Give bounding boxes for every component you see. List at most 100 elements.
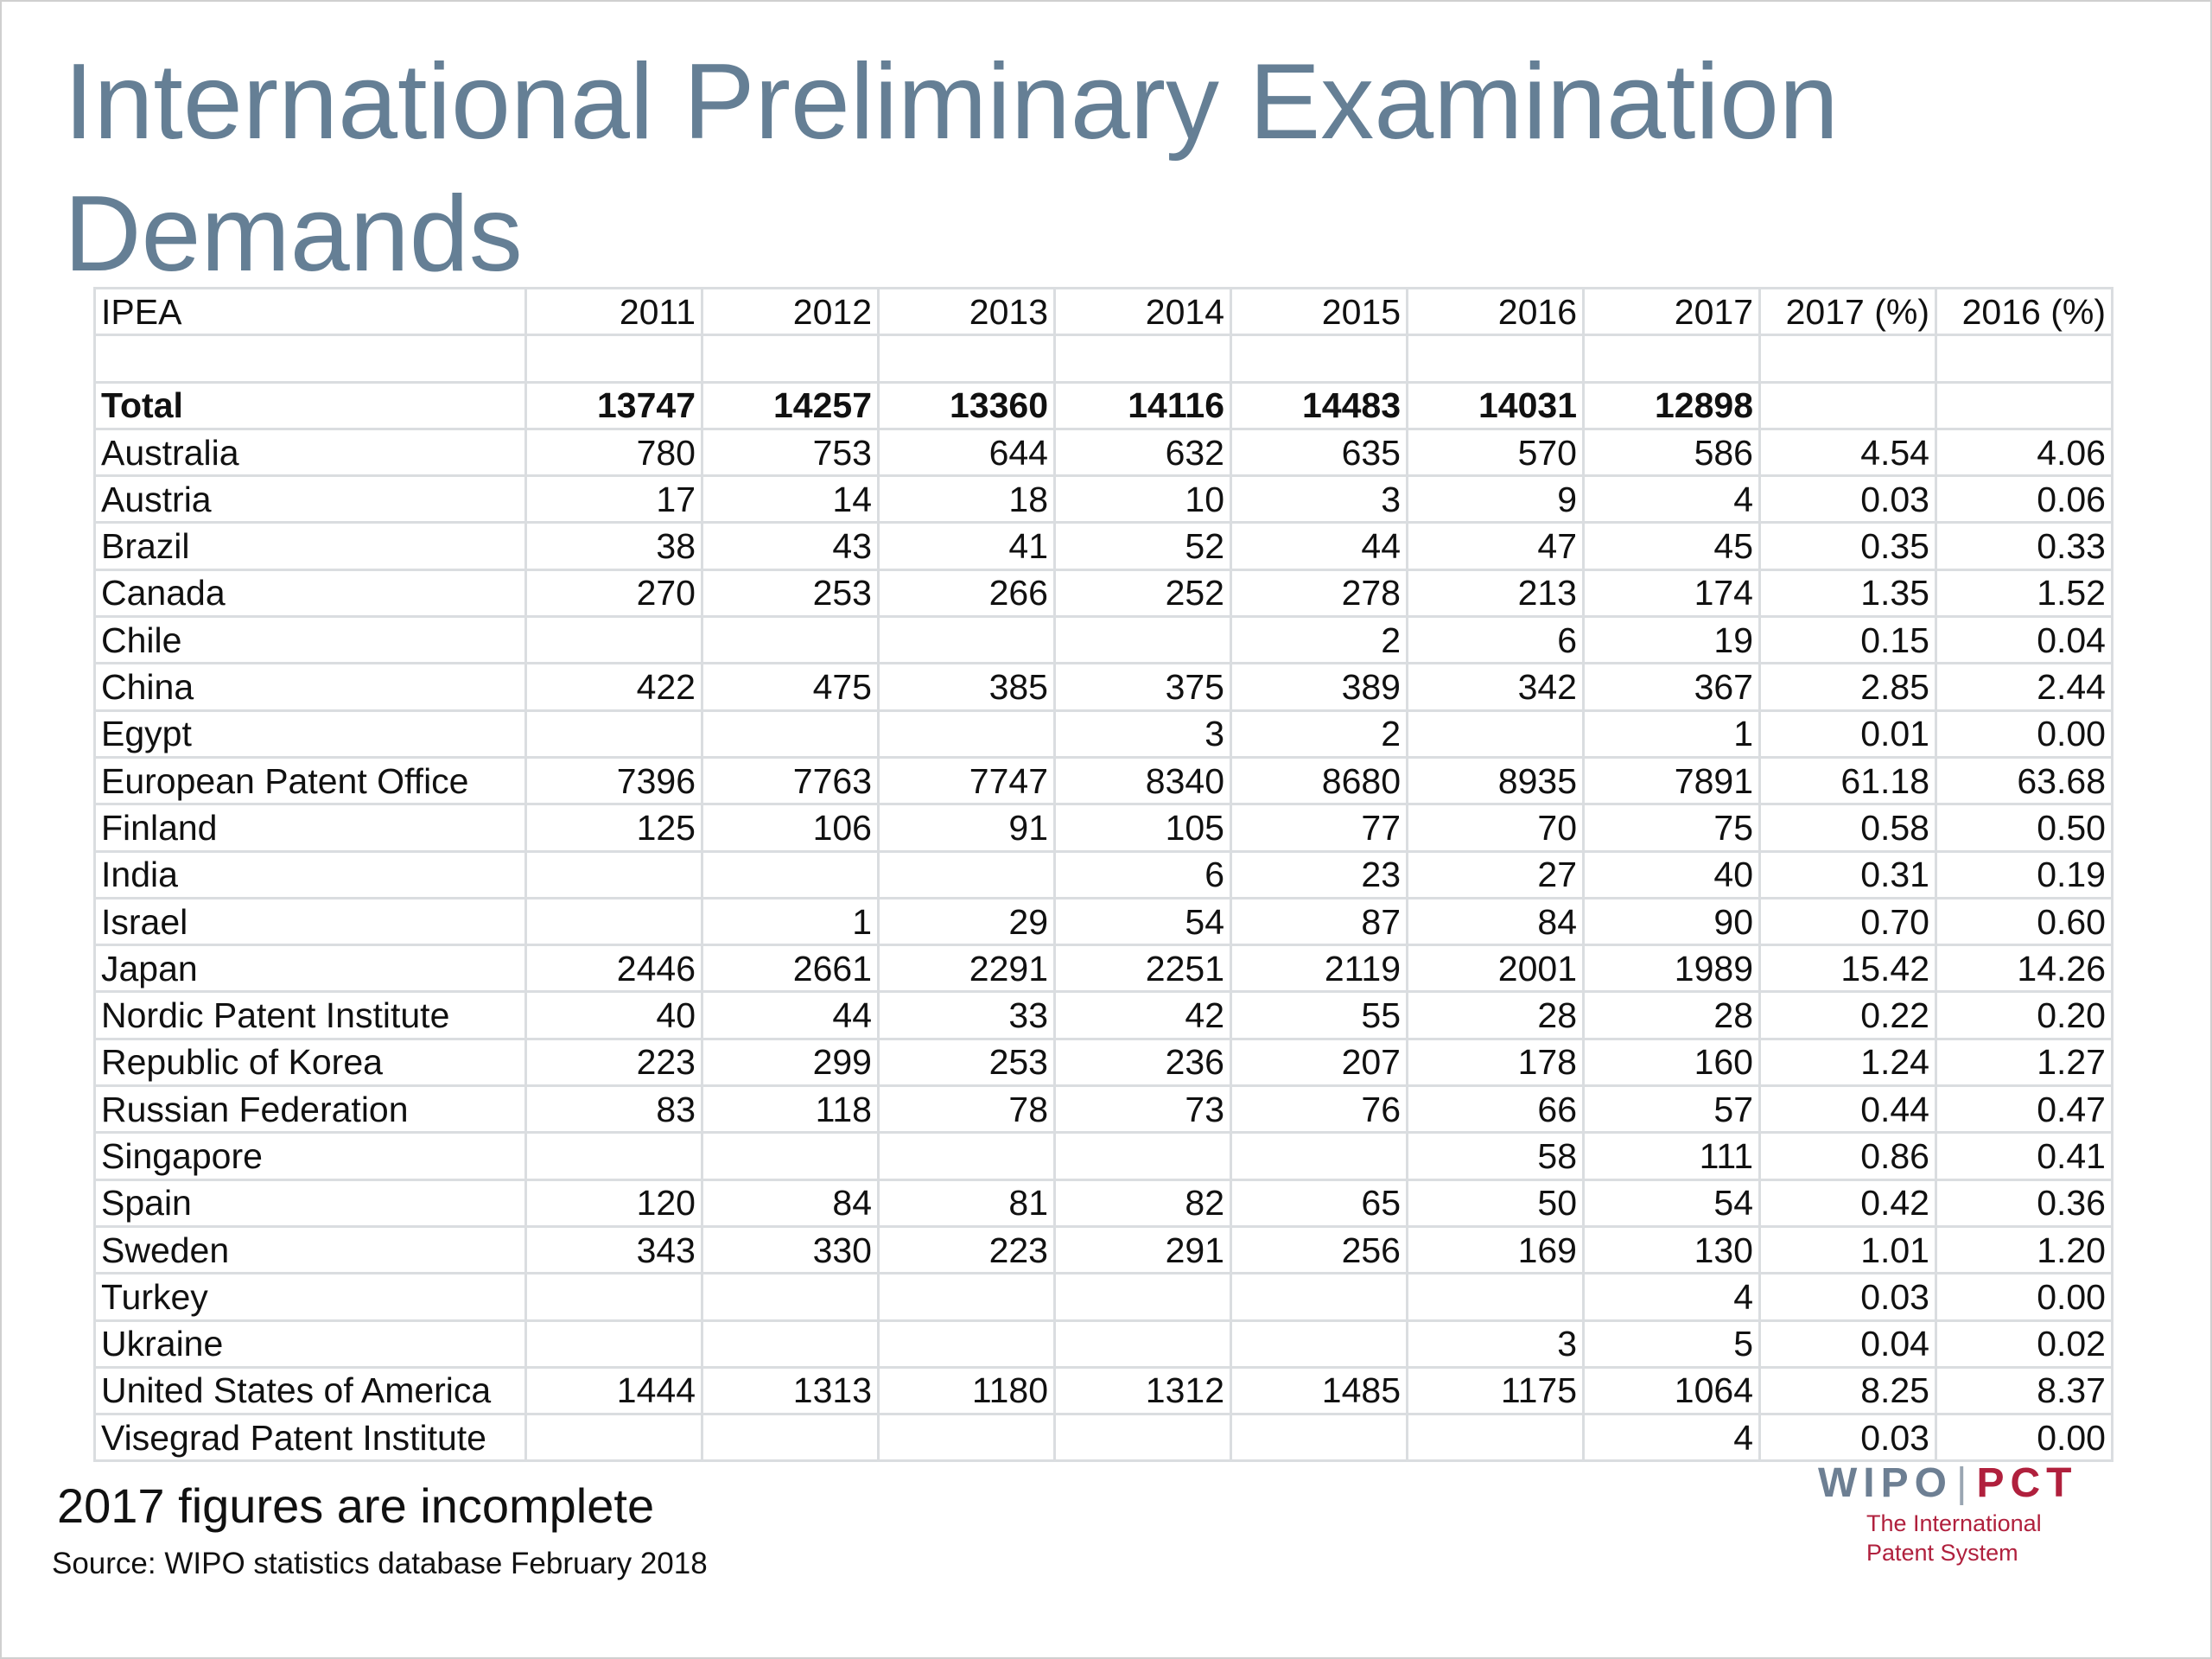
value-cell: 14257 (701, 380, 880, 430)
value-cell: 44 (1230, 521, 1408, 571)
value-cell: 8.37 (1935, 1365, 2113, 1416)
value-cell: 0.58 (1758, 803, 1937, 853)
value-cell: 422 (524, 662, 703, 712)
table-row: Visegrad Patent Institute 4 0.03 0.00 (93, 1413, 2113, 1463)
value-cell: 1.01 (1758, 1224, 1937, 1275)
column-header: 2012 (701, 286, 880, 337)
table-row (93, 334, 2113, 384)
value-cell: 635 (1230, 427, 1408, 478)
column-header: 2014 (1053, 286, 1232, 337)
value-cell: 0.44 (1758, 1084, 1937, 1135)
value-cell: 1.24 (1758, 1037, 1937, 1088)
value-cell: 4 (1582, 1413, 1761, 1463)
value-cell (701, 709, 880, 759)
ipea-name-cell (93, 334, 527, 384)
value-cell: 178 (1406, 1037, 1585, 1088)
value-cell: 14.26 (1935, 944, 2113, 994)
value-cell: 77 (1230, 803, 1408, 853)
value-cell: 2291 (877, 944, 1056, 994)
value-cell: 1175 (1406, 1365, 1585, 1416)
table-row: Republic of Korea 223 299 253 236 207 178 160 1.… (93, 1037, 2113, 1088)
value-cell (1582, 334, 1761, 384)
value-cell: 0.00 (1935, 709, 2113, 759)
value-cell: 1989 (1582, 944, 1761, 994)
value-cell (1406, 1272, 1585, 1322)
value-cell: 125 (524, 803, 703, 853)
value-cell (1935, 334, 2113, 384)
value-cell (1230, 334, 1408, 384)
value-cell (1230, 1319, 1408, 1369)
value-cell (1053, 1272, 1232, 1322)
ipea-name-cell: China (93, 662, 527, 712)
column-header: 2016 (%) (1935, 286, 2113, 337)
value-cell (524, 849, 703, 899)
value-cell: 2661 (701, 944, 880, 994)
value-cell: 1444 (524, 1365, 703, 1416)
value-cell (701, 1413, 880, 1463)
value-cell: 75 (1582, 803, 1761, 853)
table-row: Finland 125 106 91 105 77 70 75 0.58 0.50 (93, 803, 2113, 853)
value-cell: 0.86 (1758, 1131, 1937, 1181)
value-cell: 4.06 (1935, 427, 2113, 478)
column-header: 2011 (524, 286, 703, 337)
value-cell: 55 (1230, 990, 1408, 1040)
value-cell: 6 (1053, 849, 1232, 899)
value-cell (524, 1413, 703, 1463)
value-cell: 2.44 (1935, 662, 2113, 712)
value-cell: 19 (1582, 615, 1761, 665)
table-row: Japan 2446 2661 2291 2251 2119 2001 1989 15.42 14… (93, 944, 2113, 994)
value-cell: 7747 (877, 755, 1056, 806)
value-cell: 291 (1053, 1224, 1232, 1275)
value-cell: 10 (1053, 474, 1232, 524)
value-cell: 70 (1406, 803, 1585, 853)
value-cell: 2446 (524, 944, 703, 994)
value-cell: 3 (1230, 474, 1408, 524)
ipea-name-cell: Republic of Korea (93, 1037, 527, 1088)
value-cell: 0.41 (1935, 1131, 2113, 1181)
table-row: Israel 1 29 54 87 84 90 0.70 0.60 (93, 896, 2113, 947)
logo-wipo-text: WIPO (1818, 1460, 1953, 1506)
ipea-name-cell: India (93, 849, 527, 899)
value-cell: 367 (1582, 662, 1761, 712)
ipea-name-cell: Australia (93, 427, 527, 478)
value-cell: 343 (524, 1224, 703, 1275)
value-cell: 586 (1582, 427, 1761, 478)
ipea-name-cell: Ukraine (93, 1319, 527, 1369)
table-row: Ukraine 3 5 0.04 0.02 (93, 1319, 2113, 1369)
ipea-name-cell: Canada (93, 568, 527, 619)
value-cell: 78 (877, 1084, 1056, 1135)
value-cell: 81 (877, 1178, 1056, 1228)
value-cell: 12898 (1582, 380, 1761, 430)
ipea-name-cell: Total (93, 380, 527, 430)
value-cell (1758, 380, 1937, 430)
ipea-name-cell: Spain (93, 1178, 527, 1228)
value-cell (524, 334, 703, 384)
value-cell: 1.52 (1935, 568, 2113, 619)
page-title: International Preliminary Examination De… (64, 42, 1839, 294)
value-cell: 84 (1406, 896, 1585, 947)
value-cell (1053, 615, 1232, 665)
value-cell (1053, 1319, 1232, 1369)
value-cell: 8340 (1053, 755, 1232, 806)
value-cell (1406, 709, 1585, 759)
value-cell: 82 (1053, 1178, 1232, 1228)
value-cell: 0.03 (1758, 1272, 1937, 1322)
value-cell: 41 (877, 521, 1056, 571)
value-cell: 0.35 (1758, 521, 1937, 571)
value-cell: 40 (524, 990, 703, 1040)
value-cell: 13360 (877, 380, 1056, 430)
column-header: 2017 (1582, 286, 1761, 337)
value-cell: 66 (1406, 1084, 1585, 1135)
value-cell (1230, 1131, 1408, 1181)
table-row: China 422 475 385 375 389 342 367 2.85 2.44 (93, 662, 2113, 712)
source-note: Source: WIPO statistics database Februar… (52, 1547, 708, 1580)
value-cell: 65 (1230, 1178, 1408, 1228)
value-cell: 253 (877, 1037, 1056, 1088)
value-cell: 0.42 (1758, 1178, 1937, 1228)
value-cell: 2001 (1406, 944, 1585, 994)
value-cell (701, 1319, 880, 1369)
value-cell (524, 1272, 703, 1322)
value-cell: 0.03 (1758, 474, 1937, 524)
value-cell: 0.60 (1935, 896, 2113, 947)
value-cell: 385 (877, 662, 1056, 712)
